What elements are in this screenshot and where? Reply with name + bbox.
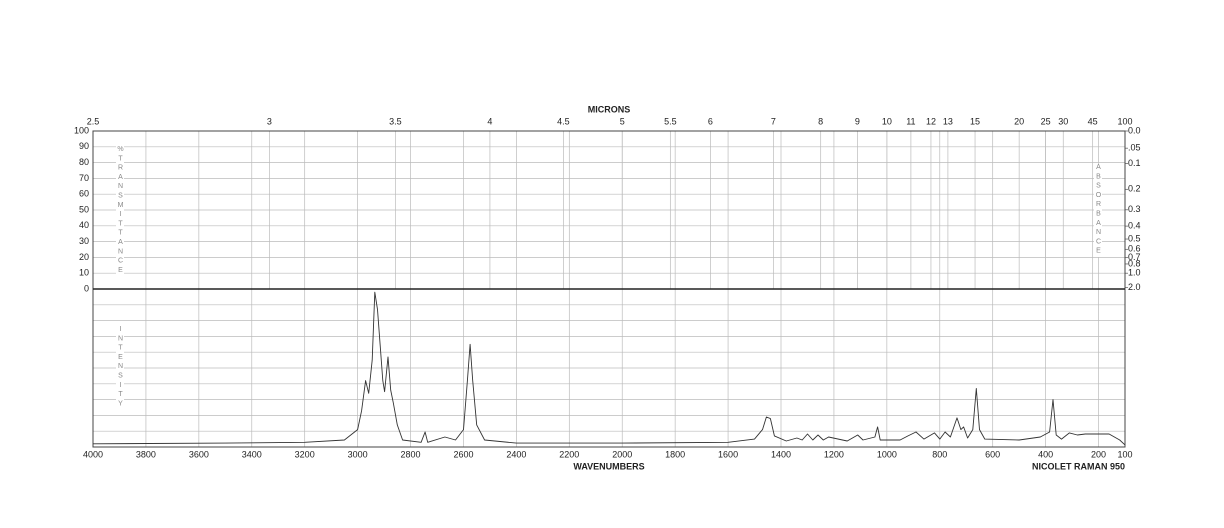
y2-tick-label: 0.3 <box>1128 204 1141 214</box>
x-axis-title: WAVENUMBERS <box>573 461 644 471</box>
y-tick-label: 0 <box>84 283 89 293</box>
y2-tick-label: 0.2 <box>1128 184 1141 194</box>
top-tick-label: 13 <box>943 116 953 126</box>
top-tick-label: 15 <box>970 116 980 126</box>
absorbance-label: ABSORBANCE <box>1094 164 1102 257</box>
top-tick-label: 3 <box>267 116 272 126</box>
top-tick-label: 6 <box>708 116 713 126</box>
x-tick-label: 2800 <box>401 449 421 459</box>
top-tick-label: 30 <box>1058 116 1068 126</box>
instrument-label: NICOLET RAMAN 950 <box>1032 461 1125 471</box>
top-tick-label: 2.5 <box>87 116 100 126</box>
y-tick-label: 10 <box>79 268 89 278</box>
y2-tick-label: 0.6 <box>1128 244 1141 254</box>
x-tick-label: 3000 <box>348 449 368 459</box>
y2-tick-label: 0.0 <box>1128 125 1141 135</box>
y2-tick-label: 2.0 <box>1128 282 1141 292</box>
x-tick-label: 2000 <box>612 449 632 459</box>
x-tick-label: 1200 <box>824 449 844 459</box>
x-tick-label: 400 <box>1038 449 1053 459</box>
y-tick-label: 80 <box>79 157 89 167</box>
y2-tick-label: 0.7 <box>1128 252 1141 262</box>
x-tick-label: 200 <box>1091 449 1106 459</box>
x-tick-label: 800 <box>932 449 947 459</box>
x-tick-label: 3600 <box>189 449 209 459</box>
top-tick-label: 7 <box>771 116 776 126</box>
x-tick-label: 1800 <box>665 449 685 459</box>
x-tick-label: 3400 <box>242 449 262 459</box>
x-tick-label: 1400 <box>771 449 791 459</box>
x-tick-label: 3200 <box>295 449 315 459</box>
spectrum-line <box>92 291 1126 446</box>
top-tick-label: 4.5 <box>557 116 570 126</box>
x-tick-label: 2400 <box>506 449 526 459</box>
top-tick-label: 20 <box>1014 116 1024 126</box>
y-tick-label: 50 <box>79 204 89 214</box>
y-tick-label: 60 <box>79 189 89 199</box>
top-tick-label: 9 <box>855 116 860 126</box>
x-tick-label: 4000 <box>83 449 103 459</box>
top-tick-label: 5.5 <box>664 116 677 126</box>
y2-tick-label: 1.0 <box>1128 268 1141 278</box>
y2-tick-label: 0.5 <box>1128 233 1141 243</box>
y2-tick-label: 0.4 <box>1128 220 1141 230</box>
top-tick-label: 45 <box>1088 116 1098 126</box>
x-tick-label: 100 <box>1117 449 1132 459</box>
y-tick-label: 40 <box>79 220 89 230</box>
x-tick-label: 2600 <box>453 449 473 459</box>
x-tick-label: 1000 <box>877 449 897 459</box>
y-tick-label: 70 <box>79 173 89 183</box>
x-tick-label: 1600 <box>718 449 738 459</box>
y-tick-label: 30 <box>79 236 89 246</box>
x-tick-label: 3800 <box>136 449 156 459</box>
top-tick-label: 8 <box>818 116 823 126</box>
y2-tick-label: .05 <box>1128 143 1141 153</box>
top-axis-title: MICRONS <box>588 104 631 114</box>
top-tick-label: 100 <box>1117 116 1132 126</box>
intensity-label: INTENSITY <box>116 326 124 410</box>
y2-tick-label: 0.8 <box>1128 258 1141 268</box>
y-tick-label: 90 <box>79 141 89 151</box>
top-tick-label: 3.5 <box>389 116 402 126</box>
y2-tick-label: 0.1 <box>1128 158 1141 168</box>
x-tick-label: 2200 <box>559 449 579 459</box>
y-tick-label: 20 <box>79 252 89 262</box>
top-tick-label: 25 <box>1041 116 1051 126</box>
y-tick-label: 100 <box>74 125 89 135</box>
top-tick-label: 4 <box>487 116 492 126</box>
top-tick-label: 10 <box>882 116 892 126</box>
top-tick-label: 11 <box>906 116 915 126</box>
top-tick-label: 12 <box>926 116 936 126</box>
transmittance-label: %TRANSMITTANCE <box>116 146 124 277</box>
x-tick-label: 600 <box>985 449 1000 459</box>
top-tick-label: 5 <box>620 116 625 126</box>
